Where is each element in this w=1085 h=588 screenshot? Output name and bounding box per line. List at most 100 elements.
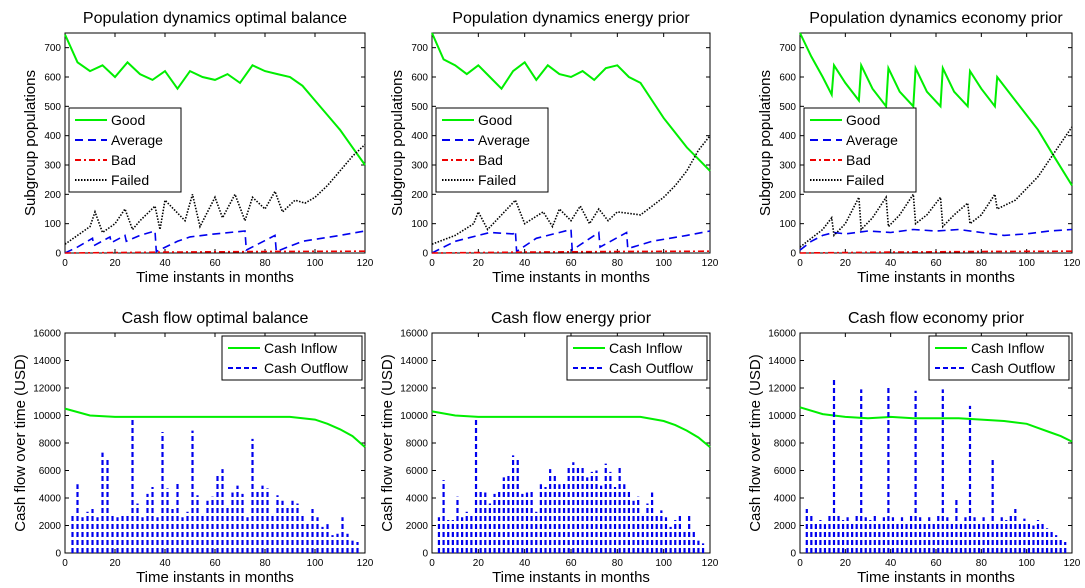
y-axis-label: Cash flow over time (USD) bbox=[379, 354, 396, 532]
y-tick-label: 700 bbox=[44, 43, 61, 54]
chart-panel-5: 0 20 40 60 80 100 120 0 2000 4000 6000 8000 10000 120… bbox=[379, 310, 719, 586]
x-tick-label: 80 bbox=[612, 558, 624, 569]
y-axis-label: Cash flow over time (USD) bbox=[747, 354, 764, 532]
legend-label: Cash Inflow bbox=[264, 340, 338, 356]
y-tick-label: 500 bbox=[44, 102, 61, 113]
x-tick-label: 40 bbox=[885, 558, 897, 569]
y-tick-label: 10000 bbox=[768, 411, 796, 422]
x-tick-label: 100 bbox=[307, 258, 324, 269]
y-tick-label: 500 bbox=[779, 102, 796, 113]
x-axis-label: Time instants in months bbox=[136, 569, 294, 586]
x-axis-label: Time instants in months bbox=[857, 269, 1015, 286]
legend-label: Failed bbox=[846, 172, 884, 188]
y-tick-label: 300 bbox=[779, 161, 796, 172]
series-line-cash-inflow bbox=[64, 407, 366, 448]
x-tick-label: 0 bbox=[429, 258, 435, 269]
series-line-good bbox=[431, 32, 711, 172]
x-tick-label: 60 bbox=[565, 258, 577, 269]
x-tick-label: 120 bbox=[357, 558, 374, 569]
y-tick-label: 6000 bbox=[406, 466, 429, 477]
x-axis-label: Time instants in months bbox=[136, 269, 294, 286]
y-tick-label: 2000 bbox=[406, 521, 429, 532]
series-line-average bbox=[431, 228, 711, 254]
legend-label: Good bbox=[478, 112, 512, 128]
y-tick-label: 400 bbox=[411, 131, 428, 142]
y-tick-label: 14000 bbox=[768, 356, 796, 367]
y-tick-label: 400 bbox=[44, 131, 61, 142]
y-tick-label: 2000 bbox=[39, 521, 62, 532]
legend-box bbox=[221, 335, 363, 381]
legend: Cash Inflow Cash Outflow bbox=[928, 335, 1070, 381]
legend-label: Failed bbox=[478, 172, 516, 188]
x-tick-label: 40 bbox=[519, 558, 531, 569]
legend-label: Average bbox=[478, 132, 530, 148]
series-line-failed bbox=[799, 126, 1073, 248]
x-tick-label: 100 bbox=[655, 558, 672, 569]
y-tick-label: 12000 bbox=[33, 384, 61, 395]
y-tick-label: 6000 bbox=[774, 466, 797, 477]
y-tick-label: 2000 bbox=[774, 521, 797, 532]
legend: Cash Inflow Cash Outflow bbox=[221, 335, 363, 381]
x-tick-label: 80 bbox=[612, 258, 624, 269]
series-line-failed bbox=[431, 135, 711, 245]
x-tick-label: 20 bbox=[840, 558, 852, 569]
x-tick-label: 20 bbox=[109, 558, 121, 569]
x-tick-label: 120 bbox=[1064, 258, 1081, 269]
legend-label: Cash Outflow bbox=[971, 360, 1056, 376]
legend: Good Average Bad Failed bbox=[803, 107, 917, 193]
chart-title: Cash flow optimal balance bbox=[122, 310, 309, 327]
legend-box bbox=[68, 107, 182, 193]
series-line-average bbox=[64, 229, 366, 254]
series-line-bad bbox=[431, 250, 711, 254]
x-tick-label: 80 bbox=[259, 558, 271, 569]
legend-box bbox=[928, 335, 1070, 381]
x-tick-label: 60 bbox=[930, 558, 942, 569]
legend-label: Good bbox=[111, 112, 145, 128]
chart-panel-4: 0 20 40 60 80 100 120 0 2000 4000 6000 8000 10000 120… bbox=[12, 310, 374, 586]
y-tick-label: 4000 bbox=[774, 494, 797, 505]
legend-label: Cash Outflow bbox=[264, 360, 349, 376]
x-axis-label: Time instants in months bbox=[857, 569, 1015, 586]
y-tick-label: 600 bbox=[411, 73, 428, 84]
y-tick-label: 0 bbox=[422, 249, 428, 260]
y-tick-label: 0 bbox=[422, 549, 428, 560]
x-tick-label: 40 bbox=[519, 258, 531, 269]
y-tick-label: 12000 bbox=[768, 384, 796, 395]
y-tick-label: 100 bbox=[44, 219, 61, 230]
chart-title: Population dynamics economy prior bbox=[809, 10, 1063, 27]
chart-panel-1: 0 20 40 60 80 100 120 0 100 200 300 400 500 600 700 Pop… bbox=[22, 10, 374, 286]
x-axis-label: Time instants in months bbox=[492, 569, 650, 586]
y-tick-label: 0 bbox=[790, 249, 796, 260]
y-axis-label: Cash flow over time (USD) bbox=[12, 354, 29, 532]
x-tick-label: 100 bbox=[1018, 558, 1035, 569]
chart-title: Population dynamics energy prior bbox=[452, 10, 690, 27]
y-tick-label: 14000 bbox=[33, 356, 61, 367]
y-tick-label: 14000 bbox=[400, 356, 428, 367]
series-line-average bbox=[799, 228, 1073, 251]
y-tick-label: 200 bbox=[411, 190, 428, 201]
legend-label: Cash Outflow bbox=[609, 360, 694, 376]
y-tick-label: 12000 bbox=[400, 384, 428, 395]
legend-label: Bad bbox=[846, 152, 871, 168]
x-tick-label: 0 bbox=[797, 258, 803, 269]
y-axis-label: Subgroup populations bbox=[22, 70, 39, 216]
legend-label: Average bbox=[111, 132, 163, 148]
x-tick-label: 40 bbox=[159, 558, 171, 569]
x-tick-label: 0 bbox=[429, 558, 435, 569]
chart-panel-2: 0 20 40 60 80 100 120 0 100 200 300 400 500 600 700 Pop… bbox=[389, 10, 719, 286]
x-tick-label: 100 bbox=[655, 258, 672, 269]
y-tick-label: 200 bbox=[44, 190, 61, 201]
legend-label: Good bbox=[846, 112, 880, 128]
x-tick-label: 80 bbox=[259, 258, 271, 269]
x-tick-label: 20 bbox=[473, 258, 485, 269]
series-line-cash-inflow bbox=[799, 406, 1073, 443]
y-axis-label: Subgroup populations bbox=[757, 70, 774, 216]
y-tick-label: 700 bbox=[411, 43, 428, 54]
legend: Cash Inflow Cash Outflow bbox=[566, 335, 708, 381]
y-tick-label: 700 bbox=[779, 43, 796, 54]
y-tick-label: 4000 bbox=[39, 494, 62, 505]
x-tick-label: 40 bbox=[159, 258, 171, 269]
y-tick-label: 8000 bbox=[39, 439, 62, 450]
legend: Good Average Bad Failed bbox=[435, 107, 549, 193]
